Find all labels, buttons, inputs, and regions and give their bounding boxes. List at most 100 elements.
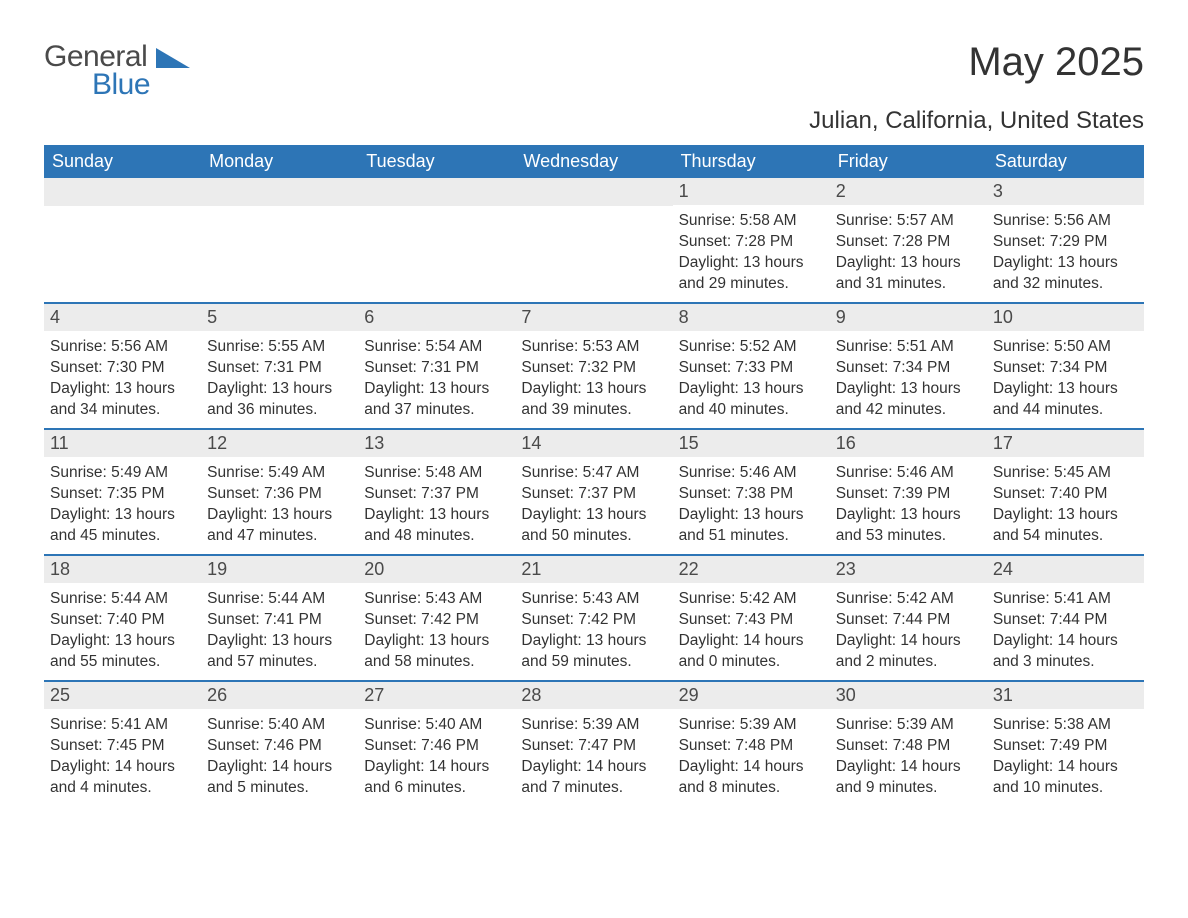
empty-day-header	[44, 178, 201, 206]
day-body: Sunrise: 5:42 AMSunset: 7:43 PMDaylight:…	[673, 583, 830, 677]
daylight-text: Daylight: 14 hours and 7 minutes.	[521, 757, 666, 799]
day-cell: 19Sunrise: 5:44 AMSunset: 7:41 PMDayligh…	[201, 556, 358, 680]
sunset-text: Sunset: 7:34 PM	[836, 358, 981, 379]
day-cell: 1Sunrise: 5:58 AMSunset: 7:28 PMDaylight…	[673, 178, 830, 302]
day-cell: 11Sunrise: 5:49 AMSunset: 7:35 PMDayligh…	[44, 430, 201, 554]
weekday-header: Thursday	[673, 145, 830, 178]
day-body: Sunrise: 5:43 AMSunset: 7:42 PMDaylight:…	[358, 583, 515, 677]
sunset-text: Sunset: 7:37 PM	[521, 484, 666, 505]
day-number: 9	[830, 304, 987, 331]
sunset-text: Sunset: 7:36 PM	[207, 484, 352, 505]
sunset-text: Sunset: 7:49 PM	[993, 736, 1138, 757]
weekday-header: Tuesday	[358, 145, 515, 178]
sunrise-text: Sunrise: 5:50 AM	[993, 337, 1138, 358]
sunset-text: Sunset: 7:28 PM	[836, 232, 981, 253]
day-cell: 26Sunrise: 5:40 AMSunset: 7:46 PMDayligh…	[201, 682, 358, 806]
weekday-header-row: SundayMondayTuesdayWednesdayThursdayFrid…	[44, 145, 1144, 178]
day-cell: 30Sunrise: 5:39 AMSunset: 7:48 PMDayligh…	[830, 682, 987, 806]
sunrise-text: Sunrise: 5:45 AM	[993, 463, 1138, 484]
day-cell: 20Sunrise: 5:43 AMSunset: 7:42 PMDayligh…	[358, 556, 515, 680]
daylight-text: Daylight: 13 hours and 58 minutes.	[364, 631, 509, 673]
logo: General Blue	[44, 40, 196, 102]
day-cell: 21Sunrise: 5:43 AMSunset: 7:42 PMDayligh…	[515, 556, 672, 680]
day-cell: 8Sunrise: 5:52 AMSunset: 7:33 PMDaylight…	[673, 304, 830, 428]
day-number: 15	[673, 430, 830, 457]
sunset-text: Sunset: 7:31 PM	[207, 358, 352, 379]
day-body: Sunrise: 5:38 AMSunset: 7:49 PMDaylight:…	[987, 709, 1144, 803]
sunset-text: Sunset: 7:39 PM	[836, 484, 981, 505]
location-label: Julian, California, United States	[809, 107, 1144, 135]
day-number: 27	[358, 682, 515, 709]
daylight-text: Daylight: 13 hours and 54 minutes.	[993, 505, 1138, 547]
day-body: Sunrise: 5:48 AMSunset: 7:37 PMDaylight:…	[358, 457, 515, 551]
day-body: Sunrise: 5:51 AMSunset: 7:34 PMDaylight:…	[830, 331, 987, 425]
daylight-text: Daylight: 13 hours and 32 minutes.	[993, 253, 1138, 295]
day-cell: 17Sunrise: 5:45 AMSunset: 7:40 PMDayligh…	[987, 430, 1144, 554]
sunset-text: Sunset: 7:33 PM	[679, 358, 824, 379]
sunset-text: Sunset: 7:48 PM	[836, 736, 981, 757]
week-row: 11Sunrise: 5:49 AMSunset: 7:35 PMDayligh…	[44, 428, 1144, 554]
sunrise-text: Sunrise: 5:39 AM	[679, 715, 824, 736]
day-body: Sunrise: 5:52 AMSunset: 7:33 PMDaylight:…	[673, 331, 830, 425]
empty-day-header	[358, 178, 515, 206]
sunrise-text: Sunrise: 5:40 AM	[364, 715, 509, 736]
weekday-header: Sunday	[44, 145, 201, 178]
day-cell: 14Sunrise: 5:47 AMSunset: 7:37 PMDayligh…	[515, 430, 672, 554]
day-body: Sunrise: 5:44 AMSunset: 7:41 PMDaylight:…	[201, 583, 358, 677]
day-number: 21	[515, 556, 672, 583]
daylight-text: Daylight: 13 hours and 59 minutes.	[521, 631, 666, 673]
sunset-text: Sunset: 7:44 PM	[993, 610, 1138, 631]
weekday-header: Friday	[830, 145, 987, 178]
day-body: Sunrise: 5:53 AMSunset: 7:32 PMDaylight:…	[515, 331, 672, 425]
day-number: 10	[987, 304, 1144, 331]
day-number: 19	[201, 556, 358, 583]
day-number: 6	[358, 304, 515, 331]
week-row: 1Sunrise: 5:58 AMSunset: 7:28 PMDaylight…	[44, 178, 1144, 302]
day-number: 12	[201, 430, 358, 457]
header: General Blue May 2025 Julian, California…	[44, 40, 1144, 135]
day-body: Sunrise: 5:56 AMSunset: 7:29 PMDaylight:…	[987, 205, 1144, 299]
daylight-text: Daylight: 13 hours and 48 minutes.	[364, 505, 509, 547]
week-row: 18Sunrise: 5:44 AMSunset: 7:40 PMDayligh…	[44, 554, 1144, 680]
sunrise-text: Sunrise: 5:42 AM	[679, 589, 824, 610]
calendar: SundayMondayTuesdayWednesdayThursdayFrid…	[44, 145, 1144, 806]
day-body: Sunrise: 5:40 AMSunset: 7:46 PMDaylight:…	[358, 709, 515, 803]
day-number: 14	[515, 430, 672, 457]
day-cell: 29Sunrise: 5:39 AMSunset: 7:48 PMDayligh…	[673, 682, 830, 806]
day-body: Sunrise: 5:46 AMSunset: 7:38 PMDaylight:…	[673, 457, 830, 551]
sunrise-text: Sunrise: 5:56 AM	[993, 211, 1138, 232]
day-cell: 9Sunrise: 5:51 AMSunset: 7:34 PMDaylight…	[830, 304, 987, 428]
week-row: 25Sunrise: 5:41 AMSunset: 7:45 PMDayligh…	[44, 680, 1144, 806]
day-cell: 10Sunrise: 5:50 AMSunset: 7:34 PMDayligh…	[987, 304, 1144, 428]
day-cell	[44, 178, 201, 302]
sunrise-text: Sunrise: 5:49 AM	[207, 463, 352, 484]
sunrise-text: Sunrise: 5:57 AM	[836, 211, 981, 232]
sunrise-text: Sunrise: 5:43 AM	[521, 589, 666, 610]
daylight-text: Daylight: 14 hours and 8 minutes.	[679, 757, 824, 799]
sunrise-text: Sunrise: 5:39 AM	[521, 715, 666, 736]
day-number: 24	[987, 556, 1144, 583]
sunset-text: Sunset: 7:40 PM	[50, 610, 195, 631]
day-cell: 5Sunrise: 5:55 AMSunset: 7:31 PMDaylight…	[201, 304, 358, 428]
sunset-text: Sunset: 7:46 PM	[364, 736, 509, 757]
day-cell: 28Sunrise: 5:39 AMSunset: 7:47 PMDayligh…	[515, 682, 672, 806]
day-number: 25	[44, 682, 201, 709]
day-body: Sunrise: 5:40 AMSunset: 7:46 PMDaylight:…	[201, 709, 358, 803]
day-body: Sunrise: 5:41 AMSunset: 7:44 PMDaylight:…	[987, 583, 1144, 677]
daylight-text: Daylight: 14 hours and 6 minutes.	[364, 757, 509, 799]
daylight-text: Daylight: 13 hours and 57 minutes.	[207, 631, 352, 673]
sunset-text: Sunset: 7:48 PM	[679, 736, 824, 757]
sunrise-text: Sunrise: 5:52 AM	[679, 337, 824, 358]
day-cell: 15Sunrise: 5:46 AMSunset: 7:38 PMDayligh…	[673, 430, 830, 554]
daylight-text: Daylight: 14 hours and 10 minutes.	[993, 757, 1138, 799]
sunrise-text: Sunrise: 5:44 AM	[50, 589, 195, 610]
sunrise-text: Sunrise: 5:46 AM	[836, 463, 981, 484]
day-body: Sunrise: 5:50 AMSunset: 7:34 PMDaylight:…	[987, 331, 1144, 425]
sunrise-text: Sunrise: 5:46 AM	[679, 463, 824, 484]
daylight-text: Daylight: 14 hours and 0 minutes.	[679, 631, 824, 673]
day-body: Sunrise: 5:49 AMSunset: 7:35 PMDaylight:…	[44, 457, 201, 551]
sunrise-text: Sunrise: 5:58 AM	[679, 211, 824, 232]
month-title: May 2025	[809, 40, 1144, 85]
day-cell: 18Sunrise: 5:44 AMSunset: 7:40 PMDayligh…	[44, 556, 201, 680]
day-cell	[201, 178, 358, 302]
